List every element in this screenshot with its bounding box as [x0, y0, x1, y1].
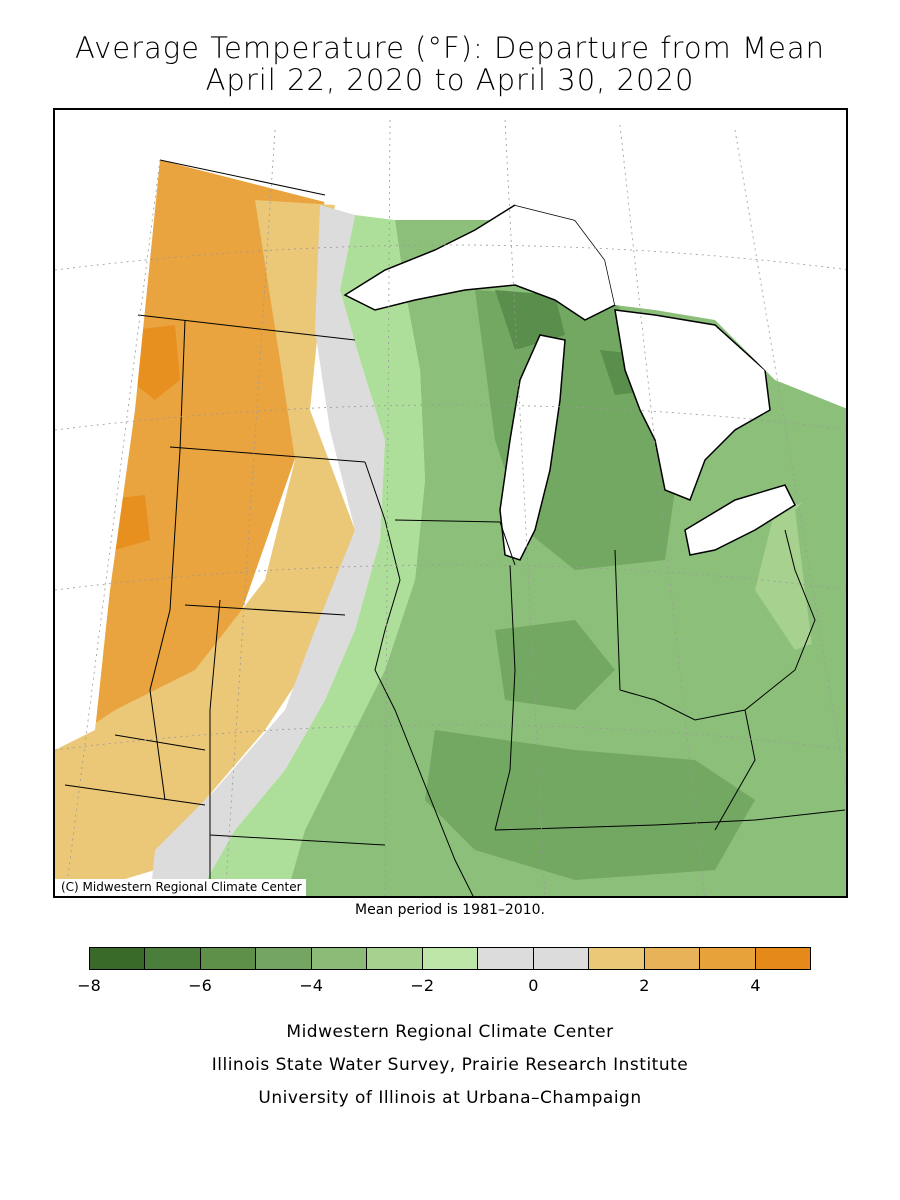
- border-line: [209, 599, 221, 896]
- lake-michigan: [499, 334, 566, 561]
- border-line: [614, 549, 621, 691]
- border-line: [499, 521, 516, 566]
- graticule-line: [504, 119, 546, 896]
- color-legend: [89, 947, 811, 970]
- outside-projection: [55, 110, 160, 750]
- footer-survey: Illinois State Water Survey, Prairie Res…: [211, 1055, 689, 1075]
- graticule-line: [384, 119, 391, 896]
- region-cooler: [495, 620, 615, 710]
- map-title: Average Temperature (°F): Departure from…: [74, 31, 826, 65]
- legend-tick-label: 2: [639, 976, 650, 995]
- border-line: [149, 319, 186, 801]
- lake-erie: [684, 484, 796, 556]
- legend-swatch: [367, 948, 423, 969]
- legend-swatch: [644, 948, 701, 969]
- legend-tick-label: 0: [528, 976, 539, 995]
- border-line: [169, 446, 366, 463]
- graticule-line: [224, 129, 276, 896]
- legend-swatch: [533, 948, 590, 969]
- border-line: [619, 529, 816, 721]
- legend-swatch: [311, 948, 368, 969]
- canada-land: [475, 150, 846, 409]
- legend-swatch: [145, 948, 201, 969]
- graticule: [55, 119, 846, 896]
- border-line: [64, 784, 206, 806]
- map-regions: [55, 110, 846, 896]
- region-neutral: [150, 205, 385, 896]
- graticule-line: [55, 244, 846, 271]
- region-strong-warm-core: [130, 325, 180, 400]
- legend-tick-label: −2: [410, 976, 435, 995]
- legend-swatch: [589, 948, 645, 969]
- legend-tick-label: −6: [188, 976, 212, 995]
- legend-swatch: [478, 948, 534, 969]
- legend-swatch: [755, 948, 811, 969]
- border-line: [714, 709, 756, 831]
- great-lakes: [343, 150, 846, 561]
- temperature-departure-map: [55, 110, 846, 896]
- graticule-line: [65, 159, 161, 896]
- border-line: [159, 159, 326, 196]
- lake-huron: [614, 309, 771, 501]
- footer-university: University of Illinois at Urbana–Champai…: [258, 1088, 642, 1108]
- graticule-line: [55, 404, 846, 431]
- border-line: [137, 314, 356, 341]
- outside-projection: [795, 490, 846, 896]
- graticule-line: [55, 724, 846, 751]
- legend-swatch: [700, 948, 756, 969]
- border-line: [114, 734, 206, 751]
- region-mild-warm-band: [55, 200, 355, 896]
- region-cooler: [425, 730, 755, 880]
- border-line: [494, 809, 846, 831]
- legend-swatch: [200, 948, 257, 969]
- map-date-range: April 22, 2020 to April 30, 2020: [205, 63, 695, 97]
- graticule-line: [619, 124, 705, 896]
- legend-tick-label: −8: [77, 976, 101, 995]
- copyright-label: (C) Midwestern Regional Climate Center: [55, 879, 306, 896]
- border-line: [184, 604, 346, 616]
- state-borders: [64, 159, 846, 896]
- region-mild-cool: [197, 215, 425, 896]
- footer-org: Midwestern Regional Climate Center: [286, 1022, 614, 1042]
- mean-period-note: Mean period is 1981–2010.: [355, 902, 545, 918]
- legend-swatch: [256, 948, 312, 969]
- legend-tick-label: −4: [299, 976, 323, 995]
- legend-tick-label: 4: [750, 976, 761, 995]
- legend-swatch: [90, 948, 146, 969]
- border-line: [209, 834, 386, 846]
- graticule-line: [55, 564, 846, 591]
- legend-swatch: [422, 948, 479, 969]
- map-frame: (C) Midwestern Regional Climate Center: [53, 108, 848, 898]
- region-coldest: [495, 290, 565, 350]
- border-line: [364, 461, 474, 896]
- border-line: [494, 564, 516, 831]
- border-line: [394, 519, 501, 523]
- graticule-line: [734, 129, 846, 789]
